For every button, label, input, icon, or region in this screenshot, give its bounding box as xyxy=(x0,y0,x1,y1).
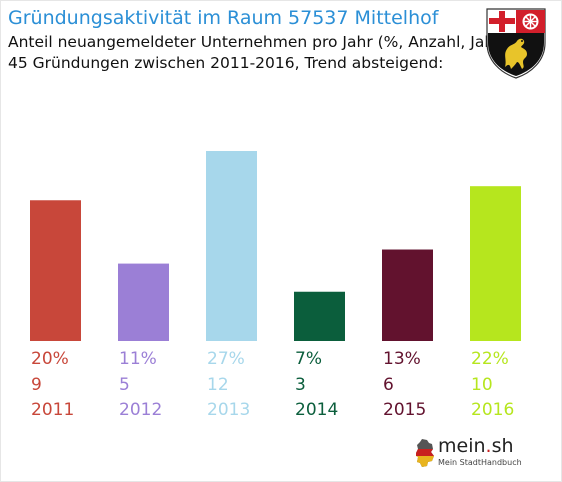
bar-2016 xyxy=(470,186,521,341)
percent-label-2011: 20% xyxy=(31,349,69,369)
brand-name: mein.sh xyxy=(438,435,514,457)
count-label-2013: 12 xyxy=(207,375,229,395)
bar-2011 xyxy=(30,200,81,341)
chart-title: Gründungsaktivität im Raum 57537 Mittelh… xyxy=(8,7,439,29)
year-label-2012: 2012 xyxy=(119,400,162,420)
count-label-2012: 5 xyxy=(119,375,130,395)
bar-2013 xyxy=(206,151,257,341)
germany-map-icon xyxy=(416,439,434,467)
count-label-2011: 9 xyxy=(31,375,42,395)
year-label-2013: 2013 xyxy=(207,400,250,420)
rhineland-palatinate-coat-of-arms-icon xyxy=(486,8,546,79)
bar-2015 xyxy=(382,249,433,341)
brand-logo[interactable]: mein.sh Mein StadtHandbuch xyxy=(414,432,530,472)
brand-tagline: Mein StadtHandbuch xyxy=(438,458,522,467)
percent-label-2014: 7% xyxy=(295,349,322,369)
percent-label-2016: 22% xyxy=(471,349,509,369)
year-label-2015: 2015 xyxy=(383,400,426,420)
count-label-2014: 3 xyxy=(295,375,306,395)
percent-label-2015: 13% xyxy=(383,349,421,369)
chart-subtitle: Anteil neuangemeldeter Unternehmen pro J… xyxy=(8,33,507,51)
percent-label-2012: 11% xyxy=(119,349,157,369)
year-label-2014: 2014 xyxy=(295,400,338,420)
count-label-2016: 10 xyxy=(471,375,493,395)
count-label-2015: 6 xyxy=(383,375,394,395)
percent-label-2013: 27% xyxy=(207,349,245,369)
bar-2014 xyxy=(294,291,345,341)
chart-summary: 45 Gründungen zwischen 2011-2016, Trend … xyxy=(8,54,444,72)
year-label-2016: 2016 xyxy=(471,400,514,420)
year-label-2011: 2011 xyxy=(31,400,74,420)
bar-2012 xyxy=(118,263,169,341)
